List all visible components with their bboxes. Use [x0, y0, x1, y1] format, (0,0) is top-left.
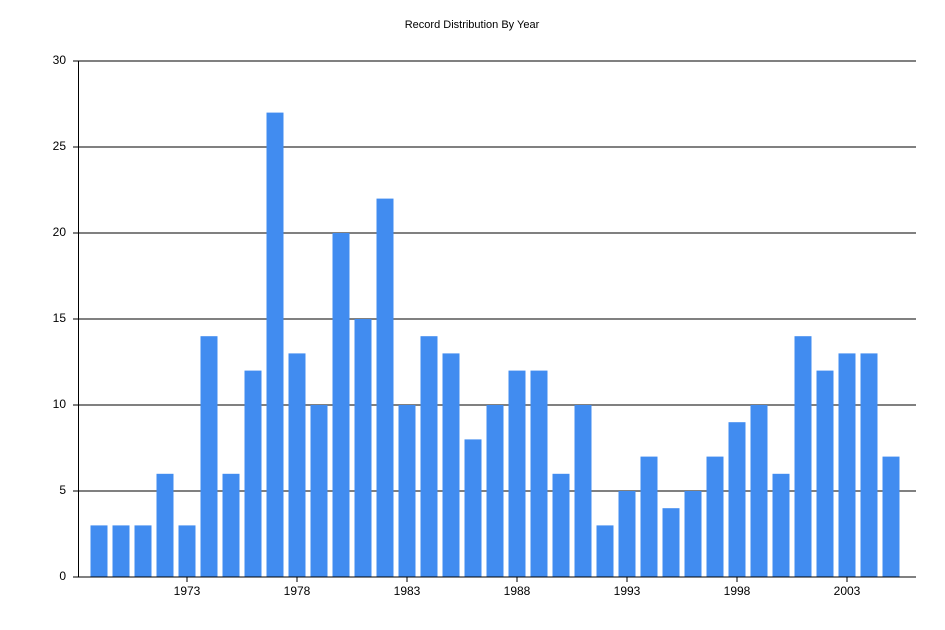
bar	[860, 353, 878, 577]
bar	[816, 370, 834, 577]
bar	[508, 370, 526, 577]
bar	[750, 405, 768, 577]
bar	[288, 353, 306, 577]
bar	[112, 525, 130, 577]
bar	[354, 319, 372, 577]
bar	[838, 353, 856, 577]
y-tick-label: 25	[53, 139, 67, 153]
x-tick-label: 1988	[504, 584, 531, 598]
bar	[640, 456, 658, 577]
bar	[464, 439, 482, 577]
x-tick-label: 1983	[394, 584, 421, 598]
bar	[618, 491, 636, 577]
y-tick-label: 5	[59, 483, 66, 497]
x-tick-label: 1993	[614, 584, 641, 598]
y-tick-label: 15	[53, 311, 67, 325]
bar	[574, 405, 592, 577]
y-tick-label: 30	[53, 53, 67, 67]
y-tick-label: 20	[53, 225, 67, 239]
bar	[134, 525, 152, 577]
bar	[266, 112, 284, 577]
bar	[728, 422, 746, 577]
bar	[486, 405, 504, 577]
bar	[398, 405, 416, 577]
bar	[706, 456, 724, 577]
bar	[530, 370, 548, 577]
bar	[244, 370, 262, 577]
bar	[178, 525, 196, 577]
chart-title: Record Distribution By Year	[405, 19, 540, 31]
bar	[90, 525, 108, 577]
bar	[882, 456, 900, 577]
bar	[156, 473, 174, 577]
bar	[596, 525, 614, 577]
bar	[684, 491, 702, 577]
bar	[772, 473, 790, 577]
bar	[442, 353, 460, 577]
x-tick-label: 1998	[724, 584, 751, 598]
x-tick-label: 1978	[284, 584, 311, 598]
y-tick-label: 10	[53, 397, 67, 411]
x-tick-label: 1973	[174, 584, 201, 598]
bar	[310, 405, 328, 577]
bar	[552, 473, 570, 577]
bar	[662, 508, 680, 577]
bar	[200, 336, 218, 577]
bar	[794, 336, 812, 577]
bar	[222, 473, 240, 577]
bar	[332, 233, 350, 577]
bar	[376, 198, 394, 577]
y-tick-label: 0	[59, 569, 66, 583]
x-tick-label: 2003	[834, 584, 861, 598]
bar	[420, 336, 438, 577]
